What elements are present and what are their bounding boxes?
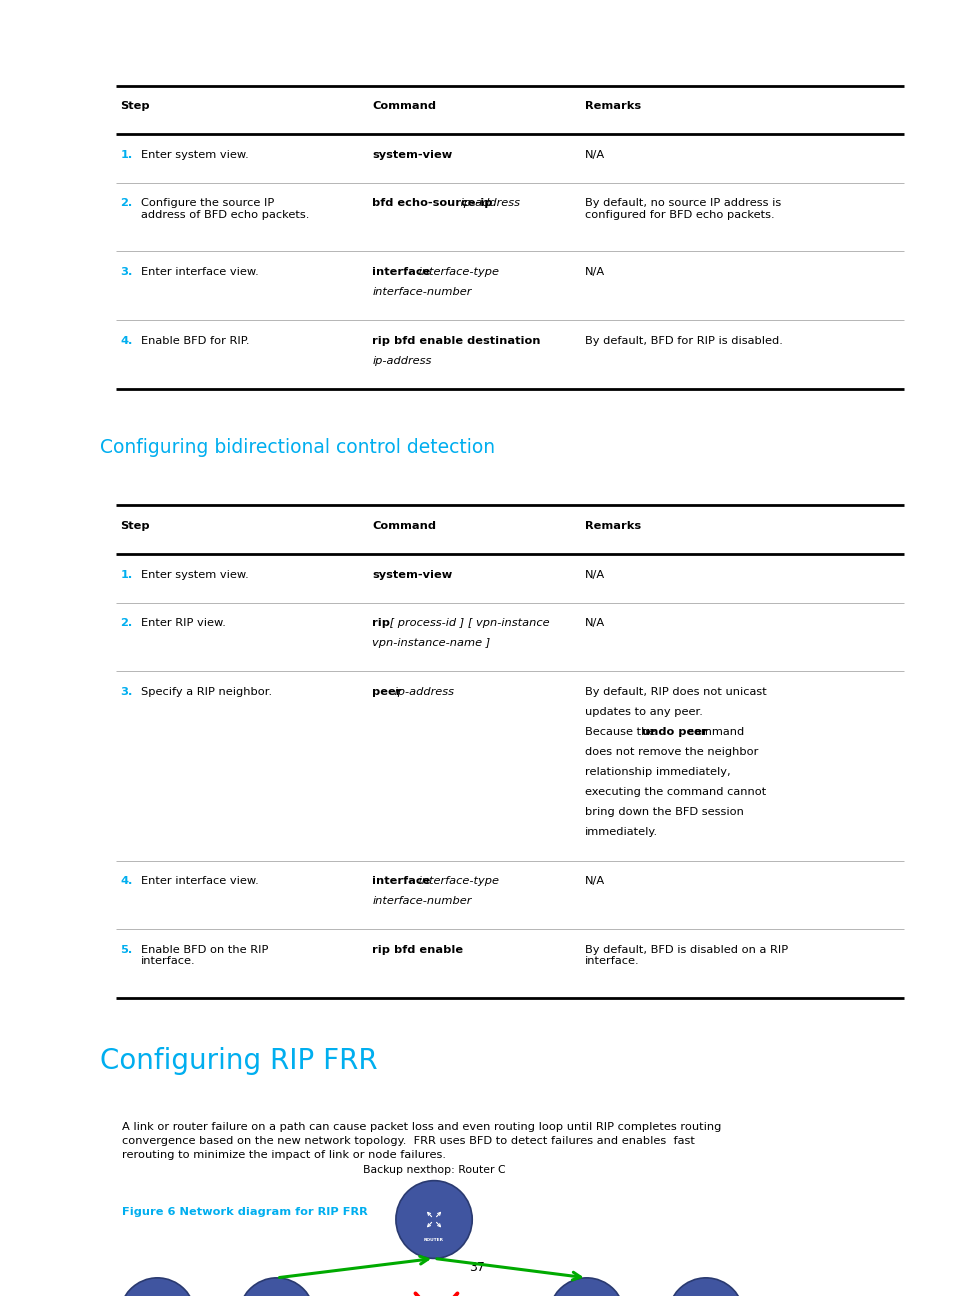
Text: ip-address: ip-address <box>456 198 519 209</box>
Text: 2.: 2. <box>120 198 132 209</box>
Ellipse shape <box>548 1278 624 1296</box>
Text: interface-number: interface-number <box>372 286 471 297</box>
Text: system-view: system-view <box>372 570 452 579</box>
Text: 3.: 3. <box>120 687 132 697</box>
Text: Command: Command <box>372 101 436 111</box>
Text: Enter interface view.: Enter interface view. <box>141 267 258 277</box>
Text: Configure the source IP
address of BFD echo packets.: Configure the source IP address of BFD e… <box>141 198 309 220</box>
Text: undo peer: undo peer <box>641 727 706 737</box>
Text: Remarks: Remarks <box>584 521 640 531</box>
Text: 37: 37 <box>469 1261 484 1274</box>
Text: ip-address: ip-address <box>372 355 432 365</box>
Ellipse shape <box>238 1278 314 1296</box>
Text: ip-address: ip-address <box>391 687 454 697</box>
Text: A link or router failure on a path can cause packet loss and even routing loop u: A link or router failure on a path can c… <box>122 1122 720 1160</box>
Ellipse shape <box>395 1181 472 1258</box>
Text: N/A: N/A <box>584 876 604 886</box>
Text: Enter system view.: Enter system view. <box>141 149 249 159</box>
Text: does not remove the neighbor: does not remove the neighbor <box>584 748 758 757</box>
Text: By default, RIP does not unicast: By default, RIP does not unicast <box>584 687 766 697</box>
Text: ROUTER: ROUTER <box>424 1238 443 1243</box>
Text: Enable BFD for RIP.: Enable BFD for RIP. <box>141 336 250 346</box>
Text: N/A: N/A <box>584 618 604 629</box>
Text: N/A: N/A <box>584 570 604 579</box>
Text: executing the command cannot: executing the command cannot <box>584 788 765 797</box>
Text: immediately.: immediately. <box>584 828 658 837</box>
Text: interface-type: interface-type <box>415 876 498 886</box>
Text: 1.: 1. <box>120 570 132 579</box>
Text: interface-type: interface-type <box>415 267 498 277</box>
Text: 1.: 1. <box>120 149 132 159</box>
Text: 2.: 2. <box>120 618 132 629</box>
Text: rip bfd enable: rip bfd enable <box>372 945 463 955</box>
Text: Remarks: Remarks <box>584 101 640 111</box>
Text: interface-number: interface-number <box>372 897 471 906</box>
Text: command: command <box>683 727 743 737</box>
Text: system-view: system-view <box>372 149 452 159</box>
Text: interface: interface <box>372 876 431 886</box>
Text: 5.: 5. <box>120 945 132 955</box>
Text: Enter RIP view.: Enter RIP view. <box>141 618 226 629</box>
Text: By default, no source IP address is
configured for BFD echo packets.: By default, no source IP address is conf… <box>584 198 781 220</box>
Text: Command: Command <box>372 521 436 531</box>
Text: Enter interface view.: Enter interface view. <box>141 876 258 886</box>
Text: relationship immediately,: relationship immediately, <box>584 767 730 778</box>
Text: bring down the BFD session: bring down the BFD session <box>584 807 743 818</box>
Text: Enable BFD on the RIP
interface.: Enable BFD on the RIP interface. <box>141 945 269 967</box>
Text: [ process-id ] [ vpn-instance: [ process-id ] [ vpn-instance <box>386 618 550 629</box>
Text: Figure 6 Network diagram for RIP FRR: Figure 6 Network diagram for RIP FRR <box>122 1207 368 1217</box>
Text: Backup nexthop: Router C: Backup nexthop: Router C <box>362 1165 505 1175</box>
Text: Enter system view.: Enter system view. <box>141 570 249 579</box>
Ellipse shape <box>667 1278 743 1296</box>
Text: updates to any peer.: updates to any peer. <box>584 708 702 717</box>
Text: interface: interface <box>372 267 431 277</box>
Text: 3.: 3. <box>120 267 132 277</box>
Text: 4.: 4. <box>120 336 132 346</box>
Text: By default, BFD for RIP is disabled.: By default, BFD for RIP is disabled. <box>584 336 782 346</box>
Text: N/A: N/A <box>584 149 604 159</box>
Ellipse shape <box>119 1278 195 1296</box>
Text: By default, BFD is disabled on a RIP
interface.: By default, BFD is disabled on a RIP int… <box>584 945 787 967</box>
Text: Step: Step <box>120 521 150 531</box>
Text: Step: Step <box>120 101 150 111</box>
Text: bfd echo-source-ip: bfd echo-source-ip <box>372 198 493 209</box>
Text: rip bfd enable destination: rip bfd enable destination <box>372 336 540 346</box>
Text: Configuring RIP FRR: Configuring RIP FRR <box>100 1047 377 1076</box>
Text: 4.: 4. <box>120 876 132 886</box>
Text: vpn-instance-name ]: vpn-instance-name ] <box>372 639 490 648</box>
Text: rip: rip <box>372 618 390 629</box>
Text: Because the: Because the <box>584 727 659 737</box>
Text: N/A: N/A <box>584 267 604 277</box>
Text: peer: peer <box>372 687 401 697</box>
Text: Configuring bidirectional control detection: Configuring bidirectional control detect… <box>100 438 495 457</box>
Text: Specify a RIP neighbor.: Specify a RIP neighbor. <box>141 687 272 697</box>
